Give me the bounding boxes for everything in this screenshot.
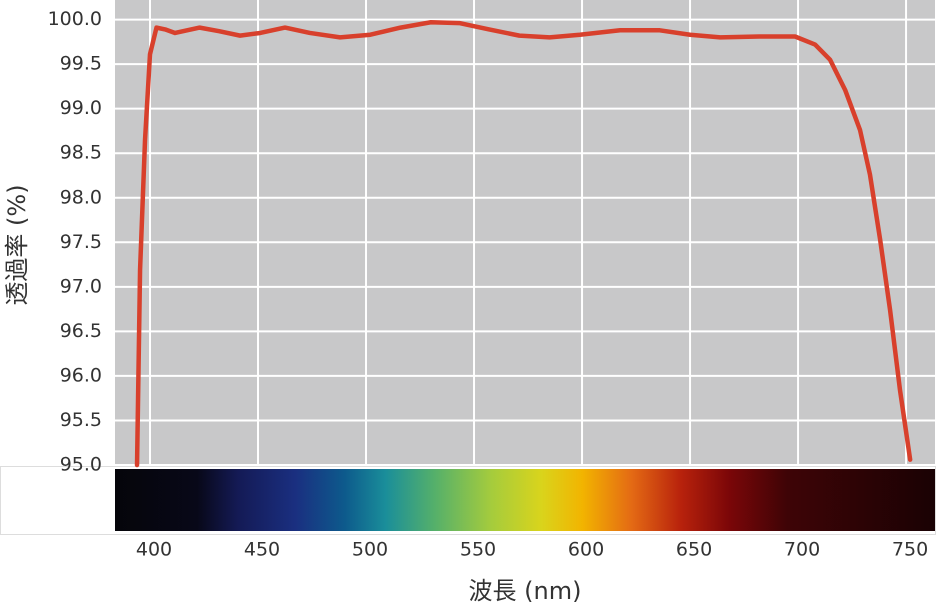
- x-tick-label: 750: [892, 539, 928, 561]
- y-tick-label: 98.5: [60, 142, 102, 164]
- x-tick-label: 500: [352, 539, 388, 561]
- x-tick-label: 600: [568, 539, 604, 561]
- y-tick-label: 96.0: [60, 364, 102, 386]
- y-tick-label: 95.5: [60, 409, 102, 431]
- y-tick-label: 99.5: [60, 53, 102, 75]
- x-tick-label: 700: [784, 539, 820, 561]
- y-tick-label: 97.5: [60, 231, 102, 253]
- x-tick-label: 400: [136, 539, 172, 561]
- y-tick-label: 97.0: [60, 275, 102, 297]
- x-axis-title: 波長 (nm): [469, 577, 582, 605]
- y-tick-label: 100.0: [48, 8, 102, 30]
- plot-area: [115, 0, 935, 465]
- y-tick-label: 95.0: [60, 454, 102, 476]
- y-axis-title: 透過率 (%): [3, 184, 31, 305]
- y-tick-label: 99.0: [60, 97, 102, 119]
- x-tick-label: 450: [244, 539, 280, 561]
- y-tick-label: 98.0: [60, 186, 102, 208]
- spectrum-bar: [115, 469, 935, 531]
- y-tick-label: 96.5: [60, 320, 102, 342]
- x-tick-label: 650: [676, 539, 712, 561]
- x-tick-label: 550: [460, 539, 496, 561]
- data-line: [134, 20, 913, 468]
